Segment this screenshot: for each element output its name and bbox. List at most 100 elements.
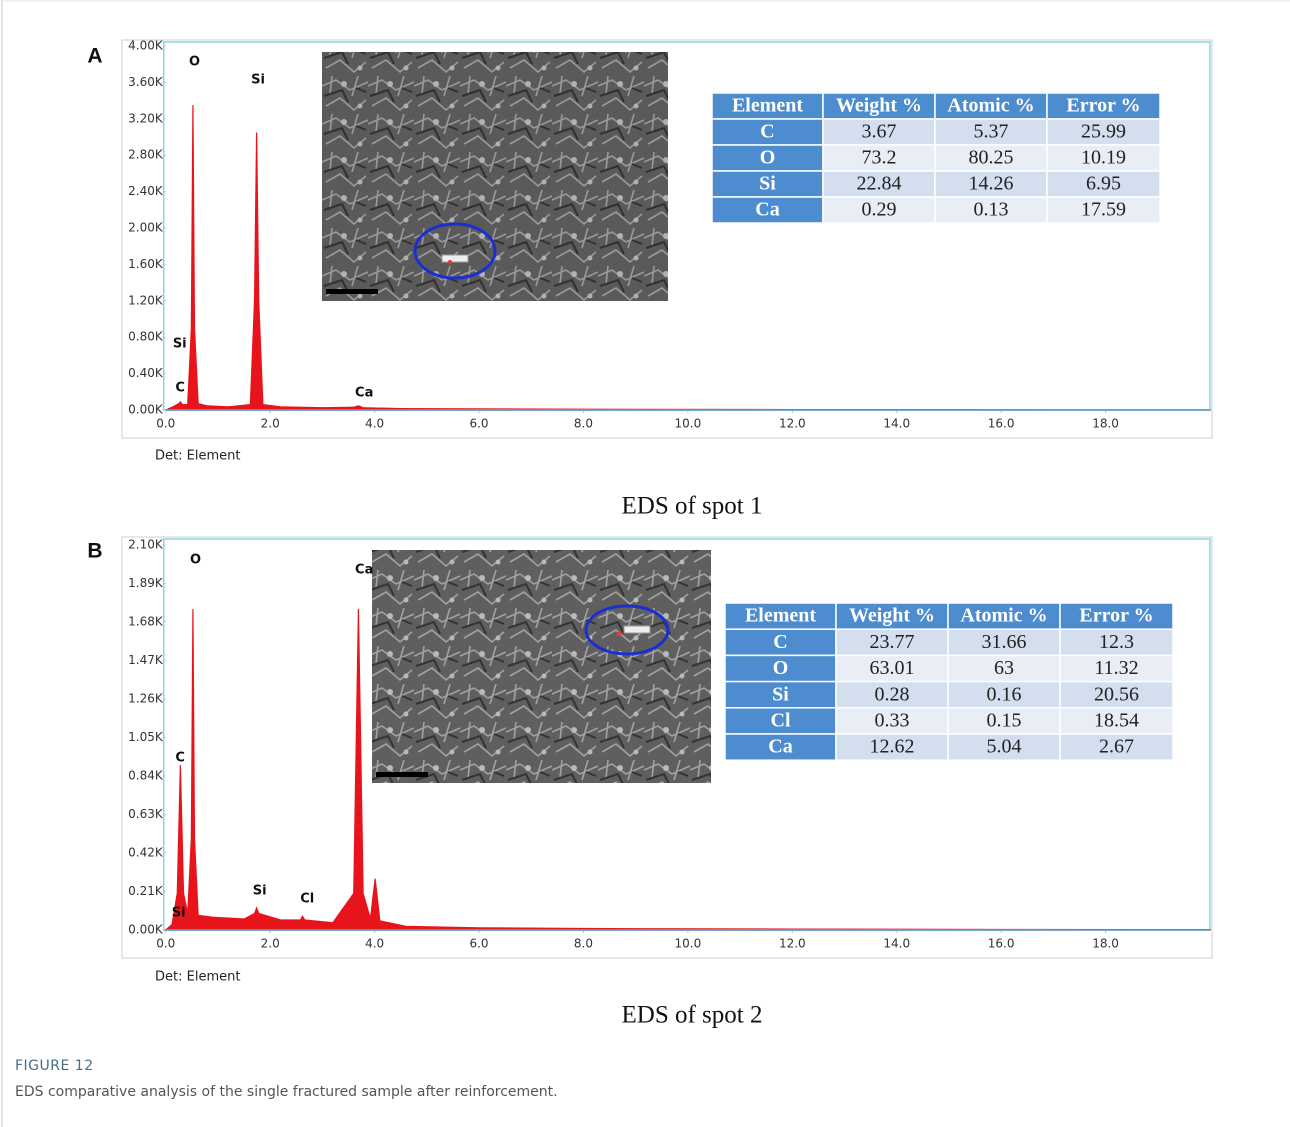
y-tick-label: 2.40K	[128, 184, 164, 198]
table-value: 5.37	[974, 121, 1009, 143]
detector-note: Det: Element	[155, 970, 240, 985]
table-value: 0.28	[875, 683, 910, 705]
y-tick-label: 0.63K	[128, 807, 164, 821]
peak-label: C	[175, 380, 185, 395]
peak-label: Ca	[355, 385, 373, 400]
y-tick-label: 2.00K	[128, 221, 164, 235]
table-header: O	[760, 147, 776, 169]
table-value: 0.29	[862, 199, 897, 221]
y-tick-label: 3.60K	[128, 75, 164, 89]
table-value: 73.2	[862, 147, 897, 169]
table-header: Ca	[755, 199, 779, 221]
x-tick-label: 18.0	[1092, 937, 1119, 951]
table-value: 11.32	[1094, 657, 1138, 679]
panel-label: B	[87, 540, 102, 563]
table-header: Element	[745, 605, 816, 627]
table-value: 10.19	[1081, 147, 1126, 169]
x-tick-label: 10.0	[675, 937, 702, 951]
table-header: Cl	[771, 709, 791, 731]
peak-label: Si	[253, 883, 267, 898]
table-value: 0.33	[875, 709, 910, 731]
table-value: 0.16	[987, 683, 1022, 705]
table-value: 2.67	[1099, 736, 1134, 758]
figure-label: FIGURE 12	[15, 1058, 94, 1074]
x-tick-label: 14.0	[883, 937, 910, 951]
x-tick-label: 16.0	[988, 417, 1015, 431]
y-tick-label: 0.00K	[128, 923, 164, 937]
x-tick-label: 16.0	[988, 937, 1015, 951]
table-value: 5.04	[987, 736, 1022, 758]
x-tick-label: 10.0	[675, 417, 702, 431]
table-value: 25.99	[1081, 121, 1126, 143]
peak-label: Cl	[300, 892, 314, 907]
table-value: 31.66	[982, 631, 1027, 653]
y-tick-label: 1.20K	[128, 293, 164, 307]
x-tick-label: 8.0	[574, 937, 593, 951]
y-tick-label: 0.42K	[128, 846, 164, 860]
table-value: 80.25	[969, 147, 1014, 169]
table-value: 22.84	[857, 173, 902, 195]
table-value: 14.26	[969, 173, 1014, 195]
table-header: O	[773, 657, 789, 679]
y-tick-label: 1.26K	[128, 692, 164, 706]
table-header: Si	[759, 173, 776, 195]
x-tick-label: 2.0	[261, 937, 280, 951]
x-tick-label: 2.0	[261, 417, 280, 431]
table-value: 0.15	[987, 709, 1022, 731]
y-tick-label: 2.10K	[128, 538, 164, 552]
x-tick-label: 12.0	[779, 937, 806, 951]
table-value: 12.3	[1099, 631, 1134, 653]
table-value: 23.77	[870, 631, 915, 653]
figure-caption: EDS comparative analysis of the single f…	[15, 1084, 558, 1100]
peak-label: C	[175, 751, 185, 766]
detector-note: Det: Element	[155, 449, 240, 464]
y-tick-label: 2.80K	[128, 148, 164, 162]
sem-image	[322, 52, 668, 301]
peak-label: Si	[251, 73, 265, 88]
y-tick-label: 0.84K	[128, 769, 164, 783]
y-tick-label: 4.00K	[128, 39, 164, 53]
peak-label: Si	[172, 905, 186, 920]
y-tick-label: 1.47K	[128, 653, 164, 667]
table-header: C	[773, 631, 787, 653]
table-value: 6.95	[1086, 173, 1121, 195]
x-tick-label: 18.0	[1092, 417, 1119, 431]
y-tick-label: 1.05K	[128, 730, 164, 744]
table-value: 63	[994, 657, 1014, 679]
table-value: 63.01	[870, 657, 915, 679]
y-tick-label: 1.60K	[128, 257, 164, 271]
x-tick-label: 4.0	[365, 937, 384, 951]
y-tick-label: 0.00K	[128, 403, 164, 417]
x-tick-label: 8.0	[574, 417, 593, 431]
y-tick-label: 3.20K	[128, 111, 164, 125]
table-value: 0.13	[974, 199, 1009, 221]
panel-caption: EDS of spot 2	[622, 1002, 763, 1029]
table-header: Weight %	[849, 605, 935, 627]
table-value: 20.56	[1094, 683, 1139, 705]
peak-label: Si	[173, 337, 187, 352]
table-header: Weight %	[836, 95, 922, 117]
table-value: 17.59	[1081, 199, 1126, 221]
x-tick-label: 6.0	[469, 937, 488, 951]
table-value: 12.62	[870, 736, 915, 758]
table-header: Atomic %	[960, 605, 1047, 627]
panel-caption: EDS of spot 1	[622, 493, 763, 520]
y-tick-label: 0.80K	[128, 330, 164, 344]
y-tick-label: 0.40K	[128, 366, 164, 380]
table-header: Error %	[1079, 605, 1153, 627]
y-tick-label: 1.68K	[128, 615, 164, 629]
peak-label: Ca	[355, 563, 373, 578]
table-value: 3.67	[862, 121, 897, 143]
y-tick-label: 0.21K	[128, 884, 164, 898]
table-header: C	[760, 121, 774, 143]
panel-label: A	[87, 45, 102, 68]
peak-label: O	[190, 553, 201, 568]
figure: FIGURE 12 EDS comparative analysis of th…	[0, 0, 1290, 1127]
x-tick-label: 0.0	[156, 417, 175, 431]
x-tick-label: 0.0	[156, 937, 175, 951]
x-tick-label: 4.0	[365, 417, 384, 431]
x-tick-label: 14.0	[883, 417, 910, 431]
peak-label: O	[189, 55, 200, 70]
x-tick-label: 6.0	[469, 417, 488, 431]
table-header: Atomic %	[947, 95, 1034, 117]
